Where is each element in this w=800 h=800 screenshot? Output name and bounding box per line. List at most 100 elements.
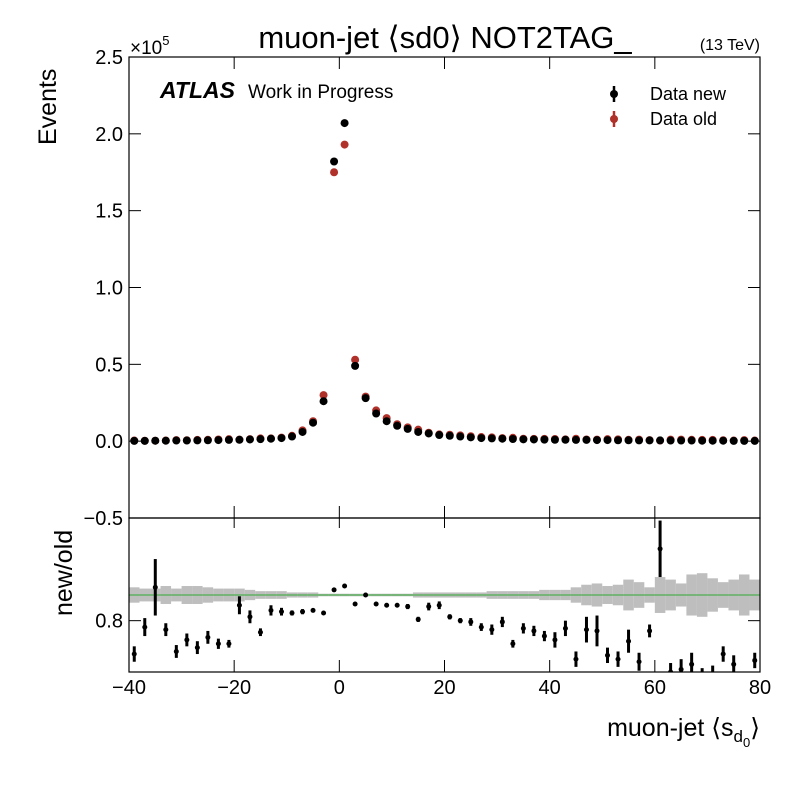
- ratio-point: [468, 619, 474, 625]
- y-offset-text: ×10: [130, 38, 162, 59]
- ratio-point: [499, 619, 505, 625]
- main-plot: [130, 119, 759, 445]
- data-point: [603, 436, 612, 445]
- ratio-point: [289, 610, 295, 616]
- ratio-point: [562, 625, 568, 631]
- data-point: [456, 432, 465, 441]
- data-point: [414, 427, 423, 436]
- ratio-point: [131, 651, 137, 657]
- ratio-point: [310, 607, 316, 613]
- data-point: [540, 435, 549, 444]
- data-point: [592, 436, 601, 445]
- data-point: [361, 394, 370, 403]
- ratio-point: [731, 661, 737, 667]
- ratio-point: [405, 604, 411, 610]
- ratio-point: [457, 618, 463, 624]
- ratio-point: [300, 609, 306, 615]
- x-tick-label: 20: [433, 677, 455, 699]
- data-point: [424, 429, 433, 438]
- data-point: [203, 436, 212, 445]
- ratio-point: [552, 637, 558, 643]
- ratio-point: [647, 628, 653, 634]
- data-point: [351, 355, 360, 364]
- data-point: [571, 435, 580, 444]
- legend-marker: [610, 115, 618, 123]
- ratio-point: [373, 601, 379, 607]
- ratio-point: [626, 638, 632, 644]
- x-tick-label: 40: [539, 677, 561, 699]
- data-point: [193, 436, 202, 445]
- data-point: [624, 436, 633, 445]
- data-point: [319, 397, 328, 406]
- data-point: [435, 431, 444, 440]
- y-tick-label: 0.0: [95, 431, 123, 453]
- ratio-point: [194, 645, 200, 651]
- ratio-point: [689, 661, 695, 667]
- x-tick-label: 60: [644, 677, 666, 699]
- data-point: [277, 434, 286, 443]
- ratio-point: [173, 648, 179, 654]
- data-point: [182, 436, 191, 445]
- data-point: [372, 409, 381, 418]
- x-tick-label: 0: [334, 677, 345, 699]
- data-point: [172, 436, 181, 445]
- ratio-point: [384, 602, 390, 608]
- ratio-point: [742, 682, 747, 687]
- data-point: [519, 435, 528, 444]
- data-point: [382, 417, 391, 426]
- y-tick-label: 2.0: [95, 124, 123, 146]
- legend-marker: [610, 90, 618, 98]
- data-point: [245, 435, 254, 444]
- ratio-point: [415, 616, 421, 622]
- x-label: muon-jet ⟨sd0⟩: [607, 714, 760, 750]
- ratio-point: [710, 672, 715, 677]
- data-point: [508, 435, 517, 444]
- ratio-y-label: new/old: [50, 530, 78, 616]
- ratio-point: [720, 651, 726, 657]
- data-point: [298, 427, 307, 436]
- ratio-point: [436, 602, 442, 608]
- experiment: ATLAS: [159, 77, 236, 103]
- x-label-subsub: 0: [743, 735, 750, 750]
- data-point: [140, 436, 149, 445]
- status: Work in Progress: [248, 82, 393, 103]
- data-point: [393, 421, 402, 430]
- ratio-point: [636, 659, 642, 665]
- data-point: [677, 436, 686, 445]
- x-tick-label: −20: [217, 677, 251, 699]
- data-point: [151, 436, 160, 445]
- ratio-point: [615, 656, 621, 662]
- ratio-point: [142, 624, 148, 630]
- ratio-plot: [129, 520, 760, 687]
- ratio-point: [668, 669, 674, 672]
- data-point: [550, 435, 559, 444]
- data-point: [340, 119, 349, 128]
- ratio-point: [184, 637, 190, 643]
- ratio-point: [152, 584, 158, 590]
- data-point: [708, 436, 717, 445]
- data-point: [224, 435, 233, 444]
- ratio-point: [236, 602, 242, 608]
- ratio-point: [478, 624, 484, 630]
- legend-label: Data old: [650, 109, 717, 129]
- data-point: [614, 436, 623, 445]
- energy-label: (13 TeV): [700, 37, 760, 54]
- ratio-point: [573, 656, 579, 662]
- ratio-point: [257, 629, 263, 635]
- ratio-point: [583, 627, 589, 633]
- data-point: [319, 391, 328, 400]
- data-point: [256, 435, 265, 444]
- data-point: [214, 436, 223, 445]
- y-tick-label: 1.5: [95, 201, 123, 223]
- data-point: [235, 435, 244, 444]
- data-point: [288, 432, 297, 441]
- ratio-point: [321, 610, 327, 616]
- y-label: Events: [34, 69, 62, 145]
- ratio-point: [226, 641, 232, 647]
- ratio-point: [268, 607, 274, 613]
- data-point: [719, 436, 728, 445]
- data-point: [445, 431, 454, 440]
- ratio-point: [531, 628, 537, 634]
